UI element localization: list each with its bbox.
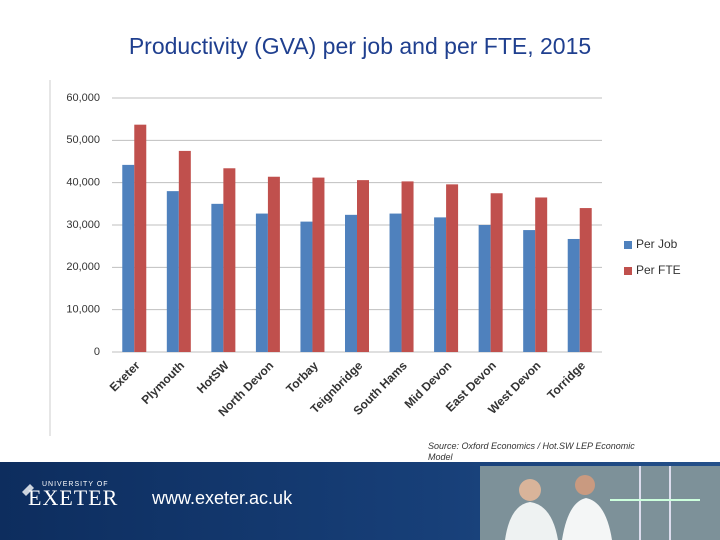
legend-swatch (624, 241, 632, 249)
legend-label: Per Job (636, 237, 678, 251)
bar (478, 225, 491, 352)
y-tick-label: 40,000 (66, 177, 100, 189)
bar (567, 238, 580, 352)
bar (312, 177, 325, 352)
bar (122, 164, 135, 352)
y-tick-label: 30,000 (66, 219, 100, 231)
slide-title: Productivity (GVA) per job and per FTE, … (129, 33, 591, 59)
logo-university: UNIVERSITY OF (42, 481, 109, 488)
bar (223, 168, 236, 352)
footer-url: www.exeter.ac.uk (151, 488, 293, 508)
bar (535, 197, 548, 352)
bar (300, 221, 313, 352)
logo: UNIVERSITY OF EXETER (22, 481, 118, 510)
bar (134, 124, 147, 352)
y-tick-label: 50,000 (66, 134, 100, 146)
logo-name: EXETER (28, 485, 118, 510)
y-tick-label: 20,000 (66, 261, 100, 273)
bar (579, 208, 592, 352)
bar (490, 193, 503, 352)
bar (401, 181, 414, 352)
y-tick-label: 60,000 (66, 92, 100, 104)
bar (523, 230, 536, 352)
bar (166, 191, 179, 352)
y-tick-label: 0 (94, 346, 100, 358)
source-note: Source: Oxford Economics / Hot.SW LEP Ec… (428, 441, 635, 462)
bar (345, 214, 357, 352)
bar (255, 213, 268, 352)
bar (434, 217, 447, 352)
bar (389, 213, 402, 352)
bar (446, 184, 459, 352)
legend-label: Per FTE (636, 263, 681, 277)
bar (178, 150, 191, 352)
photo (480, 466, 720, 540)
bar (211, 203, 224, 352)
bar (267, 176, 280, 352)
legend-swatch (624, 267, 632, 275)
bar (357, 180, 369, 352)
y-tick-label: 10,000 (66, 304, 100, 316)
